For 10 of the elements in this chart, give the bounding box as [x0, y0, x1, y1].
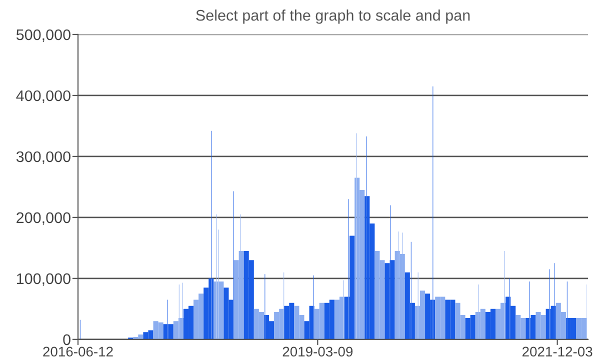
- x-tick-label: 2021-12-03: [522, 346, 592, 357]
- x-tick-label: 2016-06-12: [43, 346, 113, 357]
- y-tick-label: 400,000: [16, 90, 70, 103]
- chart-title: Select part of the graph to scale and pan: [196, 10, 470, 24]
- y-tick-label: 200,000: [16, 212, 70, 225]
- y-tick-label: 100,000: [17, 273, 70, 286]
- y-tick-label: 300,000: [16, 151, 70, 164]
- y-tick-label: 500,000: [16, 29, 70, 42]
- y-tick-label: 0: [63, 334, 70, 346]
- x-tick-label: 2019-03-09: [282, 346, 353, 357]
